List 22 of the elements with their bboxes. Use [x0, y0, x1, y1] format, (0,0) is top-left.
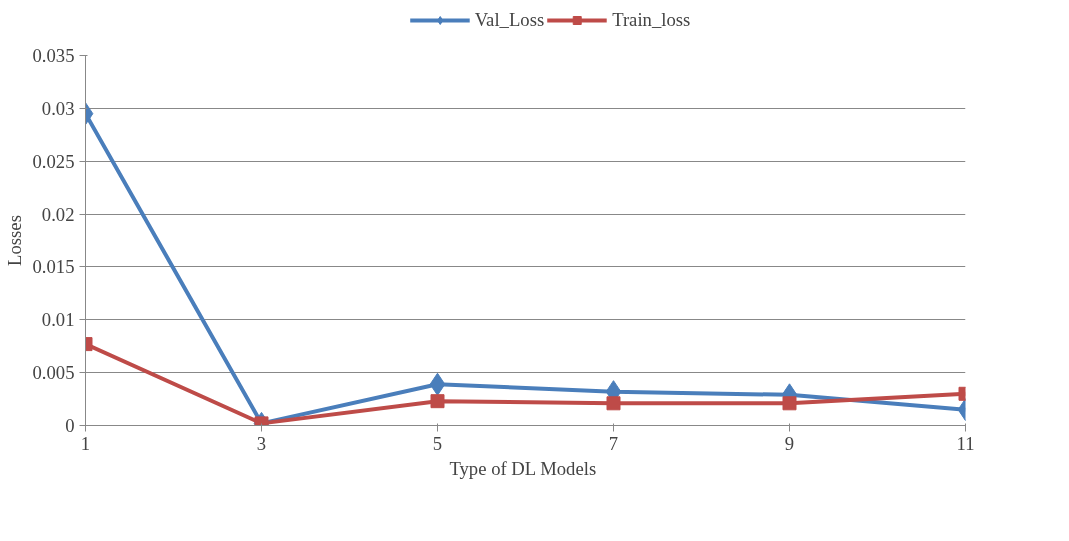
x-tick-label: 11 — [956, 432, 975, 454]
y-tick-label: 0.03 — [41, 97, 75, 119]
y-tick-label: 0.025 — [32, 150, 75, 172]
y-tick-label: 0.035 — [32, 45, 75, 66]
x-axis-title: Type of DL Models — [449, 457, 597, 479]
x-tick-label: 9 — [784, 432, 795, 454]
point — [429, 372, 446, 396]
x-tick-label: 1 — [80, 432, 91, 454]
point — [430, 394, 445, 409]
y-tick-label: 0.02 — [41, 203, 75, 225]
y-tick-label: 0.01 — [41, 309, 75, 331]
legend-label: Val_Loss — [474, 9, 545, 31]
x-tick-label: 7 — [608, 432, 619, 454]
y-axis-title: Losses — [3, 215, 25, 266]
x-tick-label: 5 — [432, 432, 443, 454]
point — [606, 396, 621, 411]
y-tick-label: 0 — [65, 415, 75, 436]
y-tick-label: 0.005 — [32, 362, 75, 384]
point — [782, 396, 797, 411]
y-tick-label: 0.015 — [32, 256, 75, 278]
x-tick-label: 3 — [256, 432, 267, 454]
legend-label: Train_loss — [612, 9, 691, 31]
